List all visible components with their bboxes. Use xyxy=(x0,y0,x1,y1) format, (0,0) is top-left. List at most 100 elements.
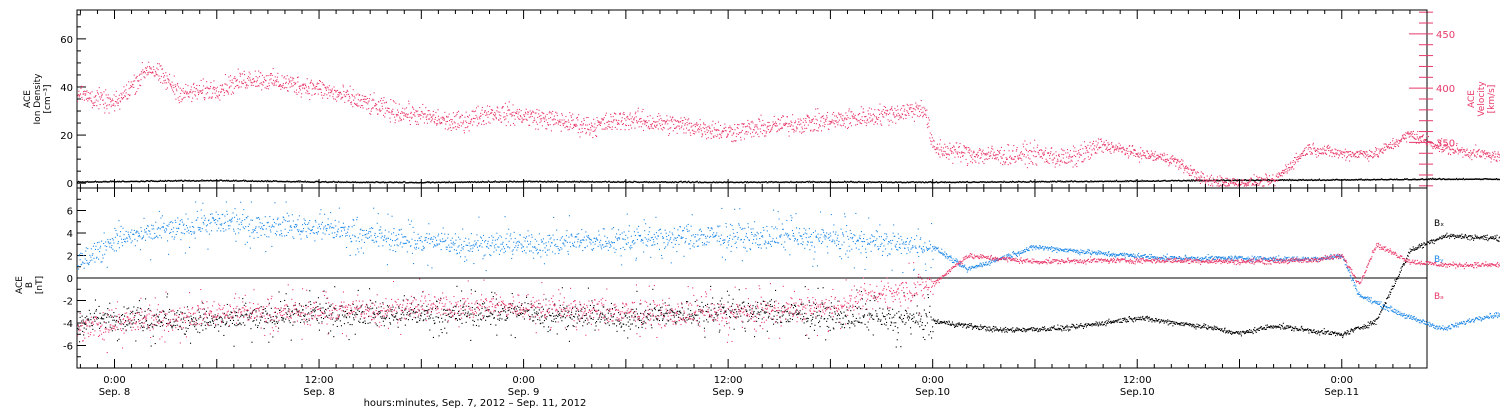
velocity-point xyxy=(990,155,992,157)
velocity-point xyxy=(486,114,488,116)
velocity-point xyxy=(1314,149,1316,151)
velocity-point xyxy=(342,96,344,98)
velocity-point xyxy=(1284,168,1286,170)
velocity-point xyxy=(852,118,854,120)
velocity-point xyxy=(841,125,843,127)
velocity-point xyxy=(601,118,603,120)
density-point xyxy=(1283,179,1285,181)
velocity-point xyxy=(654,121,656,123)
density-point xyxy=(390,181,392,183)
velocity-point xyxy=(1166,154,1168,156)
density-point xyxy=(383,181,385,183)
velocity-point xyxy=(282,83,284,85)
velocity-point xyxy=(1037,144,1039,146)
velocity-point xyxy=(1233,182,1235,184)
velocity-point xyxy=(662,126,664,128)
velocity-point xyxy=(845,118,847,120)
velocity-point xyxy=(104,102,106,104)
velocity-point xyxy=(1071,160,1073,162)
velocity-point xyxy=(433,114,435,116)
density-point xyxy=(421,182,423,184)
density-point xyxy=(386,181,388,184)
velocity-point xyxy=(548,118,550,120)
velocity-point xyxy=(1138,161,1140,163)
density-point xyxy=(1416,179,1418,181)
velocity-point xyxy=(1203,176,1205,178)
density-point xyxy=(811,181,813,183)
velocity-point xyxy=(729,130,731,132)
velocity-point xyxy=(657,121,659,123)
velocity-point xyxy=(1218,180,1220,182)
density-point xyxy=(810,181,812,183)
density-point xyxy=(967,181,969,184)
velocity-point xyxy=(350,103,352,105)
velocity-point xyxy=(1184,167,1186,169)
density-point xyxy=(348,181,351,183)
velocity-point xyxy=(371,99,373,101)
density-point xyxy=(1191,180,1193,182)
velocity-point xyxy=(1309,147,1311,149)
velocity-point xyxy=(466,122,468,124)
density-point xyxy=(696,180,698,183)
velocity-point xyxy=(1114,148,1116,150)
velocity-point xyxy=(790,124,792,126)
velocity-point xyxy=(956,152,958,154)
velocity-point xyxy=(1013,145,1015,147)
density-point xyxy=(457,181,459,183)
velocity-point xyxy=(91,101,93,103)
density-point xyxy=(117,180,119,183)
density-point xyxy=(437,181,439,183)
velocity-point xyxy=(296,77,298,79)
velocity-point xyxy=(495,116,497,118)
density-point xyxy=(952,181,954,184)
density-point xyxy=(812,180,814,183)
density-point xyxy=(146,180,148,182)
velocity-point xyxy=(202,78,204,80)
velocity-point xyxy=(903,105,905,107)
velocity-point xyxy=(965,148,967,150)
density-point xyxy=(357,181,359,183)
velocity-point xyxy=(172,91,174,93)
velocity-point xyxy=(909,104,911,106)
density-point xyxy=(992,181,994,183)
velocity-point xyxy=(467,116,469,118)
density-point xyxy=(1099,180,1101,182)
velocity-point xyxy=(551,113,553,115)
velocity-point xyxy=(919,111,921,113)
velocity-point xyxy=(1057,158,1059,160)
velocity-point xyxy=(219,84,221,86)
velocity-point xyxy=(211,96,213,98)
velocity-point xyxy=(120,92,122,94)
density-point xyxy=(161,180,163,182)
density-point xyxy=(1450,178,1452,181)
velocity-point xyxy=(742,126,744,128)
velocity-point xyxy=(1365,153,1367,155)
velocity-point xyxy=(330,91,332,93)
velocity-point xyxy=(128,81,130,83)
density-point xyxy=(556,180,558,183)
velocity-point xyxy=(1038,153,1040,155)
velocity-point xyxy=(894,116,896,118)
velocity-point xyxy=(597,121,599,123)
velocity-point xyxy=(875,121,877,123)
velocity-point xyxy=(317,88,319,90)
velocity-point xyxy=(661,119,663,121)
velocity-point xyxy=(1179,160,1181,162)
velocity-point xyxy=(235,79,237,81)
density-point xyxy=(925,181,927,183)
velocity-point xyxy=(953,146,955,148)
velocity-point xyxy=(721,132,723,134)
velocity-point xyxy=(1106,148,1108,150)
velocity-point xyxy=(741,123,743,125)
velocity-point xyxy=(1324,152,1326,154)
density-point xyxy=(1187,180,1189,182)
velocity-point xyxy=(125,89,127,91)
velocity-point xyxy=(1156,154,1158,156)
velocity-point xyxy=(951,147,953,149)
velocity-point xyxy=(143,76,145,78)
velocity-point xyxy=(963,145,965,147)
velocity-point xyxy=(209,96,211,98)
density-point xyxy=(100,181,103,183)
density-point xyxy=(1335,179,1337,181)
velocity-point xyxy=(267,75,269,77)
